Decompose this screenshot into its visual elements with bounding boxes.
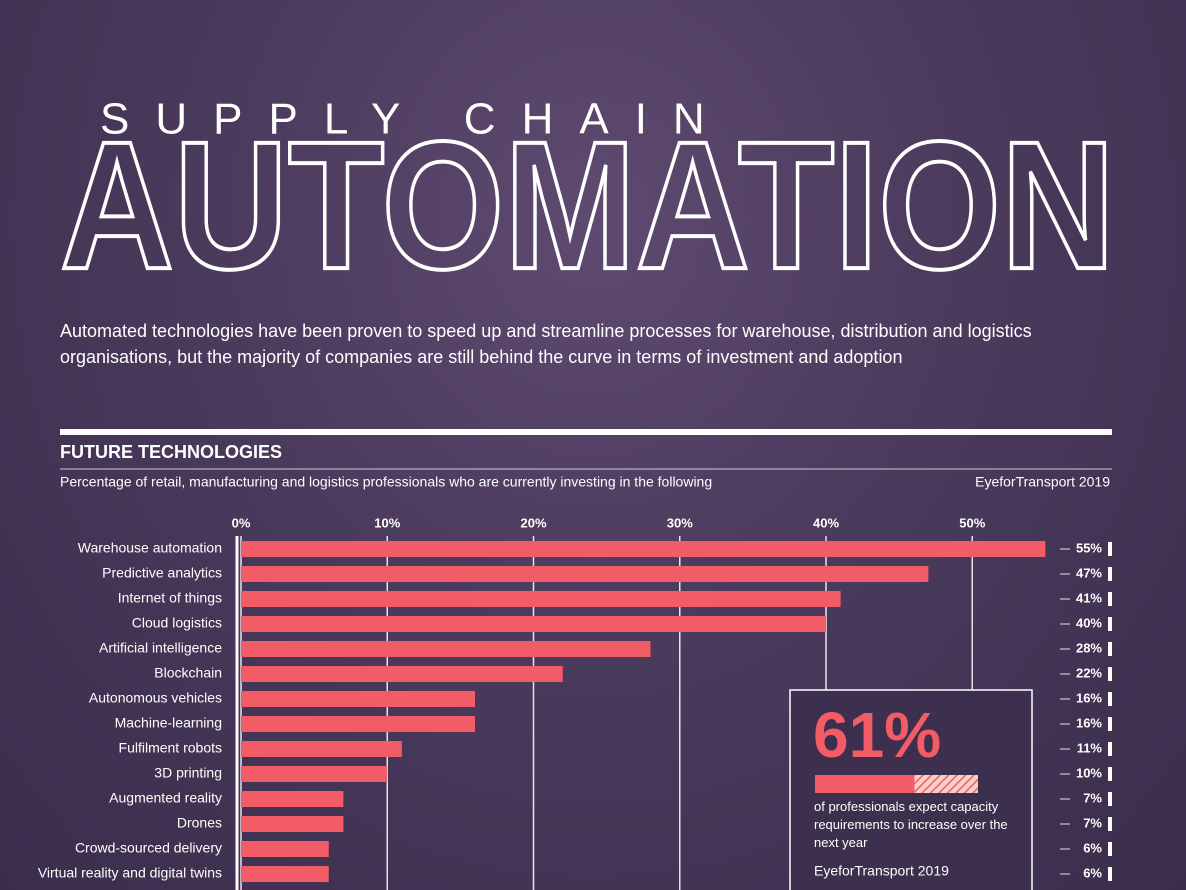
divider bbox=[60, 429, 1112, 435]
bar bbox=[241, 666, 563, 682]
bar bbox=[241, 866, 329, 882]
bar bbox=[241, 616, 826, 632]
value-tick bbox=[1108, 667, 1112, 681]
value-tick bbox=[1108, 817, 1112, 831]
bar bbox=[241, 841, 329, 857]
value-tick bbox=[1108, 617, 1112, 631]
category-label: Drones bbox=[177, 815, 222, 831]
category-label: Autonomous vehicles bbox=[89, 690, 222, 706]
value-label: 28% bbox=[1076, 640, 1102, 655]
bar bbox=[241, 591, 841, 607]
category-label: Augmented reality bbox=[109, 790, 222, 806]
category-label: 3D printing bbox=[154, 765, 222, 781]
value-label: 16% bbox=[1076, 715, 1102, 730]
value-label: 11% bbox=[1077, 740, 1103, 755]
category-label: Warehouse automation bbox=[78, 540, 222, 556]
chart-source: EyeforTransport 2019 bbox=[975, 474, 1110, 490]
value-tick bbox=[1108, 742, 1112, 756]
callout-value: 61% bbox=[813, 699, 941, 771]
value-tick bbox=[1108, 592, 1112, 606]
bar bbox=[241, 566, 929, 582]
chart-title: FUTURE TECHNOLOGIES bbox=[60, 442, 282, 462]
value-label: 7% bbox=[1083, 790, 1102, 805]
value-tick bbox=[1108, 842, 1112, 856]
category-label: Virtual reality and digital twins bbox=[38, 865, 222, 881]
value-label: 47% bbox=[1076, 565, 1102, 580]
category-label: Fulfilment robots bbox=[119, 740, 222, 756]
value-label: 22% bbox=[1076, 665, 1102, 680]
value-label: 6% bbox=[1083, 840, 1102, 855]
category-label: Artificial intelligence bbox=[99, 640, 222, 656]
bar bbox=[241, 741, 402, 757]
value-label: 16% bbox=[1076, 690, 1102, 705]
x-tick-label: 0% bbox=[232, 515, 251, 530]
callout-source: EyeforTransport 2019 bbox=[814, 863, 949, 879]
value-tick bbox=[1108, 767, 1112, 781]
category-label: Internet of things bbox=[118, 590, 222, 606]
value-tick bbox=[1108, 717, 1112, 731]
value-label: 10% bbox=[1076, 765, 1102, 780]
x-tick-label: 40% bbox=[813, 515, 839, 530]
category-label: Crowd-sourced delivery bbox=[75, 840, 222, 856]
bar bbox=[241, 816, 344, 832]
x-tick-label: 10% bbox=[374, 515, 400, 530]
value-label: 7% bbox=[1083, 815, 1102, 830]
chart-subtitle: Percentage of retail, manufacturing and … bbox=[60, 474, 712, 490]
value-tick bbox=[1108, 642, 1112, 656]
kicker: SUPPLY CHAIN bbox=[100, 95, 731, 144]
bar bbox=[241, 791, 344, 807]
value-tick bbox=[1108, 567, 1112, 581]
bar bbox=[241, 766, 388, 782]
main-title: AUTOMATION bbox=[60, 103, 1115, 307]
category-label: Machine-learning bbox=[115, 715, 222, 731]
value-label: 41% bbox=[1076, 590, 1102, 605]
bar bbox=[241, 716, 475, 732]
category-label: Predictive analytics bbox=[102, 565, 222, 581]
value-label: 55% bbox=[1076, 540, 1102, 555]
callout-text: of professionals expect capacity require… bbox=[814, 799, 1008, 850]
value-tick bbox=[1108, 542, 1112, 556]
x-tick-label: 30% bbox=[667, 515, 693, 530]
value-tick bbox=[1108, 867, 1112, 881]
category-label: Blockchain bbox=[154, 665, 222, 681]
value-tick bbox=[1108, 692, 1112, 706]
bar bbox=[241, 641, 651, 657]
callout-text-box: of professionals expect capacity require… bbox=[814, 799, 1008, 850]
x-tick-label: 50% bbox=[959, 515, 985, 530]
x-tick-label: 20% bbox=[520, 515, 546, 530]
bar bbox=[241, 541, 1046, 557]
bar bbox=[241, 691, 475, 707]
category-label: Cloud logistics bbox=[132, 615, 222, 631]
value-label: 40% bbox=[1076, 615, 1102, 630]
callout: 61% of professionals expect capacity req… bbox=[789, 689, 1033, 890]
value-tick bbox=[1108, 792, 1112, 806]
value-label: 6% bbox=[1083, 865, 1102, 880]
description: Automated technologies have been proven … bbox=[60, 321, 1032, 367]
callout-bar bbox=[815, 775, 915, 793]
